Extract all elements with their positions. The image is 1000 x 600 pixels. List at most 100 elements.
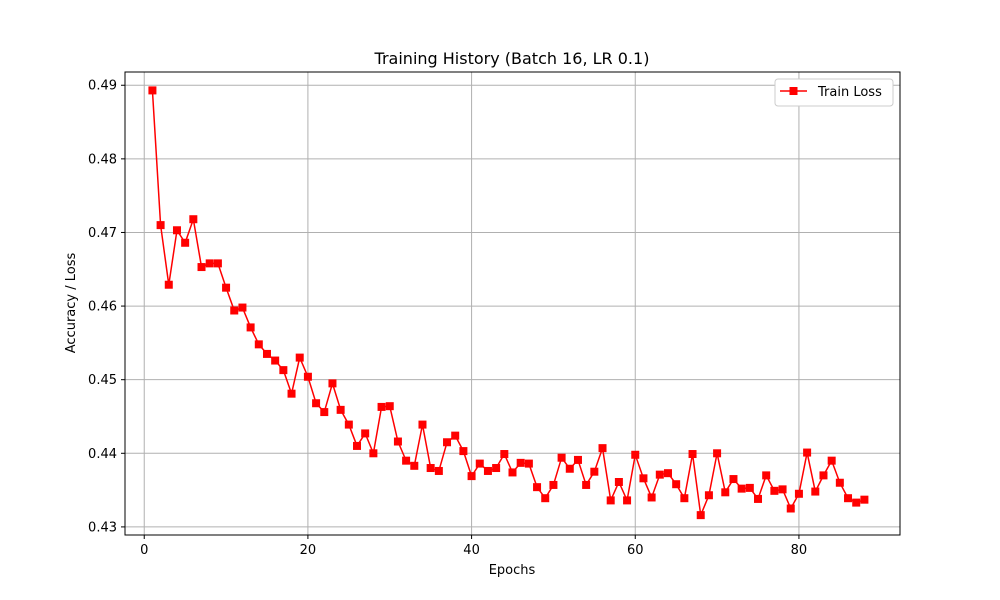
y-tick-label: 0.43 bbox=[88, 520, 117, 535]
data-point bbox=[533, 483, 542, 492]
y-tick-label: 0.48 bbox=[88, 152, 117, 167]
y-tick-label: 0.45 bbox=[88, 373, 117, 388]
data-point bbox=[647, 493, 656, 502]
data-point bbox=[230, 306, 239, 315]
data-point bbox=[598, 444, 607, 453]
data-point bbox=[827, 456, 836, 465]
data-point bbox=[541, 494, 550, 503]
series-layer bbox=[148, 86, 869, 520]
y-axis-label: Accuracy / Loss bbox=[64, 253, 79, 354]
data-point bbox=[377, 402, 386, 411]
data-point bbox=[418, 420, 427, 429]
data-point bbox=[754, 494, 763, 503]
data-point bbox=[344, 420, 353, 429]
data-point bbox=[623, 496, 632, 505]
data-point bbox=[704, 491, 713, 500]
data-point bbox=[557, 453, 566, 462]
data-point bbox=[246, 323, 255, 332]
data-point bbox=[745, 483, 754, 492]
data-point bbox=[467, 472, 476, 481]
data-point bbox=[205, 259, 214, 268]
data-point bbox=[451, 431, 460, 440]
series-line-train-loss bbox=[151, 90, 865, 519]
y-axis-ticks: 0.43 0.44 0.45 0.46 0.47 0.48 0.49 bbox=[88, 79, 125, 535]
legend-entry-train-loss: Train Loss bbox=[817, 85, 882, 100]
data-point bbox=[181, 238, 190, 247]
chart-title: Training History (Batch 16, LR 0.1) bbox=[374, 49, 650, 68]
data-point bbox=[606, 496, 615, 505]
data-point bbox=[426, 464, 435, 473]
data-point bbox=[663, 469, 672, 478]
x-axis-label: Epochs bbox=[489, 563, 536, 578]
data-point bbox=[303, 372, 312, 381]
data-point bbox=[524, 459, 533, 468]
data-point bbox=[590, 467, 599, 476]
data-point bbox=[197, 263, 206, 272]
data-point bbox=[483, 466, 492, 475]
data-point bbox=[287, 389, 296, 398]
data-point bbox=[508, 468, 517, 477]
data-point bbox=[721, 488, 730, 497]
data-point bbox=[639, 474, 648, 483]
data-point bbox=[172, 226, 181, 235]
data-point bbox=[582, 480, 591, 489]
data-point bbox=[213, 259, 222, 268]
y-tick-label: 0.47 bbox=[88, 226, 117, 241]
data-point bbox=[770, 486, 779, 495]
data-point bbox=[803, 448, 812, 457]
data-point bbox=[353, 441, 362, 450]
x-tick-label: 80 bbox=[791, 543, 808, 558]
data-point bbox=[148, 86, 157, 95]
data-point bbox=[852, 498, 861, 507]
data-point bbox=[786, 504, 795, 513]
data-point bbox=[295, 353, 304, 362]
data-point bbox=[410, 461, 419, 470]
data-point bbox=[631, 450, 640, 459]
data-point bbox=[385, 402, 394, 411]
data-point bbox=[655, 470, 664, 479]
data-point bbox=[262, 349, 271, 358]
data-point bbox=[565, 464, 574, 473]
data-point bbox=[614, 478, 623, 486]
plot-frame bbox=[124, 71, 901, 536]
data-point bbox=[688, 450, 697, 459]
data-point bbox=[189, 215, 198, 224]
x-tick-label: 40 bbox=[463, 543, 480, 558]
data-point bbox=[222, 283, 231, 292]
grid bbox=[125, 72, 900, 535]
data-point bbox=[549, 480, 558, 489]
data-point bbox=[492, 464, 501, 473]
data-point bbox=[500, 450, 509, 459]
data-point bbox=[811, 487, 820, 496]
legend-box bbox=[774, 78, 894, 107]
data-point bbox=[336, 405, 345, 414]
data-point bbox=[794, 489, 803, 498]
data-point bbox=[475, 459, 484, 468]
data-point bbox=[737, 484, 746, 493]
x-tick-label: 0 bbox=[140, 543, 148, 558]
data-point bbox=[402, 456, 411, 465]
data-point bbox=[696, 511, 705, 520]
data-point bbox=[320, 408, 329, 417]
y-tick-label: 0.49 bbox=[88, 79, 117, 94]
data-point bbox=[459, 447, 468, 456]
data-point bbox=[369, 449, 378, 458]
data-point bbox=[279, 366, 288, 375]
data-point bbox=[860, 495, 869, 504]
data-point bbox=[156, 221, 165, 230]
x-tick-label: 60 bbox=[627, 543, 644, 558]
data-point bbox=[312, 399, 321, 408]
legend: Train Loss bbox=[774, 78, 894, 107]
data-point bbox=[254, 340, 263, 349]
data-point bbox=[271, 356, 280, 365]
data-point bbox=[844, 494, 853, 503]
data-point bbox=[762, 471, 771, 480]
data-point bbox=[238, 303, 247, 312]
data-point bbox=[393, 437, 402, 446]
x-axis-ticks: 0 20 40 60 80 bbox=[140, 535, 807, 558]
data-point bbox=[680, 494, 689, 503]
data-point bbox=[819, 471, 828, 480]
data-point bbox=[573, 455, 582, 464]
data-point bbox=[835, 478, 844, 487]
